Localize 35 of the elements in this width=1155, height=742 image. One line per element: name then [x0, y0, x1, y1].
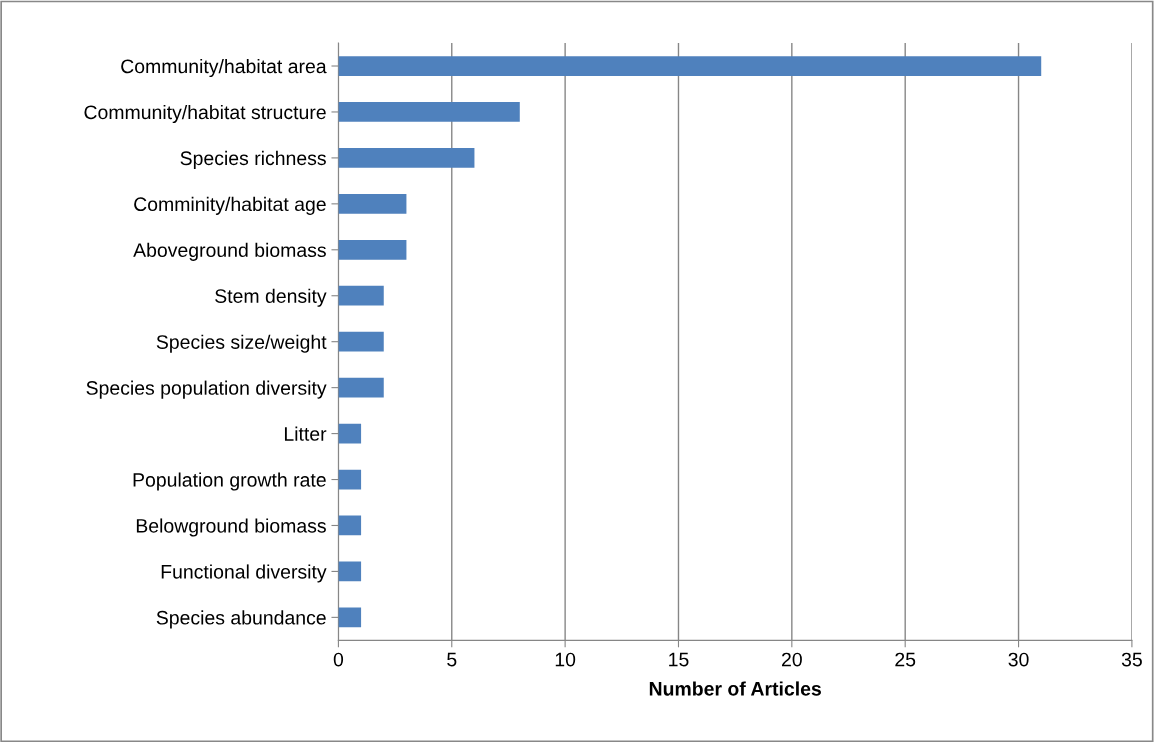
x-tick-label: 10	[555, 652, 576, 667]
bar	[338, 193, 407, 214]
bar	[338, 331, 384, 352]
y-tick-label: Comminity/habitat age	[134, 196, 326, 215]
x-tick-label: 0	[333, 652, 344, 667]
y-tick-label: Litter	[284, 426, 327, 441]
x-tick-label: 30	[1008, 652, 1029, 667]
bar	[338, 56, 1042, 76]
x-tick-label: 15	[669, 652, 689, 667]
y-tick-label: Species size/weight	[156, 334, 327, 353]
bar	[338, 469, 362, 490]
bar	[338, 285, 384, 306]
y-tick-label: Aboveground biomass	[133, 242, 326, 261]
bar	[338, 377, 384, 398]
y-tick-label: Functional diversity	[161, 564, 327, 583]
y-tick-label: Species richness	[180, 150, 326, 169]
bar	[338, 148, 475, 168]
y-tick-label: Belowground biomass	[136, 518, 326, 537]
y-tick-label: Species population diversity	[86, 380, 327, 399]
x-tick-label: 20	[782, 652, 802, 667]
y-tick-label: Population growth rate	[133, 472, 326, 491]
bar	[338, 607, 362, 628]
y-tick-label: Stem density	[215, 288, 327, 307]
bar	[338, 561, 362, 582]
bar	[338, 515, 362, 536]
y-tick-label: Species abundance	[156, 610, 326, 629]
x-tick-label: 5	[447, 652, 457, 667]
bar	[338, 102, 520, 122]
y-tick-label: Community/habitat structure	[84, 104, 326, 124]
bar	[338, 239, 407, 260]
x-tick-label: 35	[1121, 652, 1142, 667]
x-axis-title: Number of Articles	[649, 681, 821, 696]
bar	[338, 423, 362, 444]
x-tick-label: 25	[895, 652, 916, 667]
y-tick-label: Community/habitat area	[121, 58, 327, 78]
